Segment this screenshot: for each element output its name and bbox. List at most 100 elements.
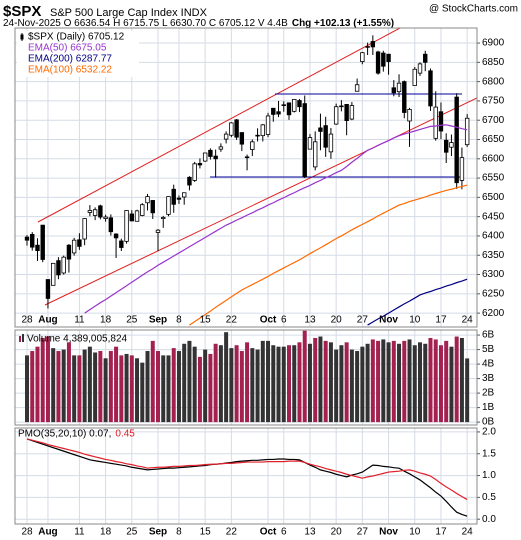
candle-body [218,146,224,150]
volume-bar [381,339,386,423]
y-tick-label: 6750 [482,96,505,107]
candle-body [318,127,323,132]
volume-bar [292,345,297,423]
candle-body [92,209,98,216]
volume-bar [171,348,176,423]
volume-bar [192,346,197,423]
trend-line [44,97,477,306]
candle-body [66,244,72,260]
y-tick-label: 6250 [482,288,505,299]
y-tick-label: 2.0 [482,427,496,438]
candle-body [438,111,444,132]
candle-body [30,234,35,248]
panel-title: Volume 4,389,005,824 [27,334,128,345]
candle-body [129,213,134,222]
x-tick-label: 20 [331,527,343,538]
volume-bar [82,349,87,423]
volume-bar [98,351,103,423]
candle-body [312,141,318,168]
x-tick-label: 6 [281,315,287,326]
candle-body [119,240,124,248]
candle-body [286,102,292,116]
x-tick-label: 17 [435,527,447,538]
chart-title: S&P 500 Large Cap Index INDX [50,7,208,19]
volume-bar [328,342,333,423]
quote: 24-Nov-2025 O 6636.54 H 6715.75 L 6630.7… [3,18,288,29]
candle-body [150,200,155,214]
volume-bar [103,358,108,423]
volume-bar [465,358,470,423]
candle-body [407,109,412,122]
x-tick-label: 13 [304,315,316,326]
y-tick-label: 6200 [482,308,505,319]
volume-bar [407,339,412,423]
candle-body [40,224,45,260]
legend-entry: 0.45 [115,429,135,440]
candle-body [255,134,260,137]
change: Chg +102.13 (+1.55%) [292,18,394,29]
volume-bar [87,346,92,423]
x-tick-label: 27 [357,315,369,326]
volume-bar [182,343,187,423]
volume-bar [56,351,61,423]
volume-bar [444,340,449,423]
volume-bar [250,348,255,423]
candle-body [176,197,182,200]
ema-line [367,278,468,326]
source: @ StockCharts.com [429,4,518,15]
candle-body [433,106,438,139]
y-tick-label: 6300 [482,269,505,280]
candle-body [145,196,150,204]
volume-bar [397,343,402,423]
volume-bar [391,340,396,423]
x-tick-label: 13 [304,527,316,538]
legend-icon [20,34,24,40]
legend-entry: EMA(100) 6532.22 [28,65,112,76]
volume-bar [334,349,339,423]
y-tick-label: 2B [482,388,495,399]
candle-body [24,236,30,241]
symbol: $SPX [3,3,41,20]
candle-body [459,157,465,181]
x-tick-label: 25 [126,527,138,538]
volume-bar [51,348,56,423]
volume-bar [318,336,323,423]
x-tick-label: 22 [226,315,238,326]
x-tick-label: Aug [38,315,57,326]
x-tick-label: Oct [260,527,277,538]
candle-body [344,103,349,121]
volume-bar [30,351,35,423]
x-tick-label: 6 [281,527,287,538]
candle-body [365,46,370,48]
volume-bar [459,337,464,423]
volume-bar [234,345,239,423]
candle-body [229,122,234,136]
y-tick-label: 6550 [482,173,505,184]
candle-body [213,155,218,160]
x-tick-label: 24 [462,315,474,326]
x-tick-label: 27 [357,527,369,538]
candle-body [260,124,265,137]
volume-bar [187,340,192,423]
candle-body [202,152,208,162]
volume-bar [156,351,160,423]
legend-entry: EMA(200) 6287.77 [28,54,112,65]
legend-icon [22,334,24,342]
volume-bar [402,340,407,423]
volume-bar [135,358,140,423]
volume-bar [349,349,354,423]
volume-bar [245,342,250,423]
volume-bar [35,346,40,423]
x-tick-label: 11 [74,315,85,326]
volume-bar [45,336,50,423]
volume-bar [77,355,82,423]
ema-line [84,124,468,314]
volume-bar [61,349,66,423]
y-tick-label: 0.5 [482,492,496,503]
y-tick-label: 6350 [482,250,505,261]
volume-bar [108,351,113,423]
panel-border [14,27,478,328]
volume-bar [208,353,213,423]
volume-bar [449,346,454,423]
candle-body [423,53,428,63]
